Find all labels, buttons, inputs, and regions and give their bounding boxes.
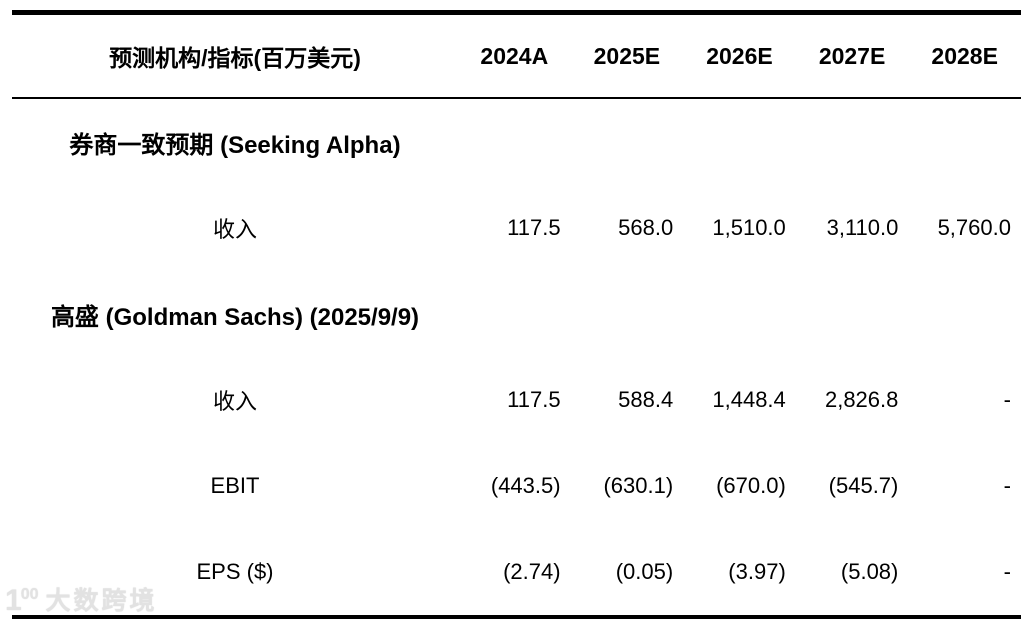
cell-value: 568.0 [618, 215, 674, 240]
cell-value: 117.5 [507, 387, 561, 412]
cell-value: 1,510.0 [712, 215, 786, 240]
watermark-logo-icon: 100 [5, 586, 38, 616]
metric-label: 收入 [212, 389, 257, 414]
table-row-gs-ebit: EBIT (443.5) (630.1) (670.0) (545.7) - [12, 443, 1021, 529]
cell-value: 117.5 [507, 215, 561, 240]
cell-value: 588.4 [618, 387, 674, 412]
header-year-2026e: 2026E [706, 42, 773, 69]
cell-value: - [1003, 559, 1011, 584]
cell-value: 2,826.8 [824, 387, 899, 412]
watermark-logo-main: 1 [5, 584, 22, 617]
section-title-goldman-sachs: 高盛 (Goldman Sachs) (2025/9/9) [50, 303, 420, 331]
table-row-gs-revenue: 收入 117.5 588.4 1,448.4 2,826.8 - [12, 357, 1021, 443]
watermark-text: 大数跨境 [45, 586, 158, 615]
table-row-gs-eps: EPS ($) (2.74) (0.05) (3.97) (5.08) - [12, 529, 1021, 615]
metric-label: EBIT [210, 473, 260, 498]
cell-value: 1,448.4 [712, 387, 786, 412]
forecast-table: 预测机构/指标(百万美元) 2024A 2025E 2026E 2027E 20… [12, 10, 1021, 619]
watermark-logo-sup: 00 [20, 586, 39, 603]
cell-value: (3.97) [728, 559, 786, 584]
header-label: 预测机构/指标(百万美元) [109, 45, 361, 71]
cell-value: - [1003, 387, 1011, 412]
metric-label: 收入 [212, 217, 257, 242]
section-row-goldman-sachs: 高盛 (Goldman Sachs) (2025/9/9) [12, 271, 1021, 357]
table-header-row: 预测机构/指标(百万美元) 2024A 2025E 2026E 2027E 20… [12, 15, 1021, 99]
watermark: 100 大数跨境 [5, 586, 158, 616]
cell-value: (670.0) [716, 473, 786, 498]
cell-value: - [1003, 473, 1011, 498]
header-year-2025e: 2025E [593, 42, 661, 69]
cell-value: (545.7) [828, 473, 899, 498]
table-row-sa-revenue: 收入 117.5 568.0 1,510.0 3,110.0 5,760.0 [12, 185, 1021, 271]
cell-value: (5.08) [840, 559, 899, 584]
cell-value: 5,760.0 [937, 215, 1011, 240]
metric-label: EPS ($) [196, 559, 274, 584]
header-year-2024a: 2024A [480, 42, 549, 69]
header-year-2028e: 2028E [931, 42, 998, 69]
section-row-seeking-alpha: 券商一致预期 (Seeking Alpha) [12, 99, 1021, 185]
cell-value: (0.05) [615, 559, 674, 584]
section-title-seeking-alpha: 券商一致预期 (Seeking Alpha) [69, 131, 401, 159]
cell-value: (2.74) [503, 559, 561, 584]
header-year-2027e: 2027E [818, 42, 886, 69]
cell-value: (630.1) [603, 473, 674, 498]
cell-value: (443.5) [490, 473, 561, 498]
cell-value: 3,110.0 [826, 215, 899, 240]
